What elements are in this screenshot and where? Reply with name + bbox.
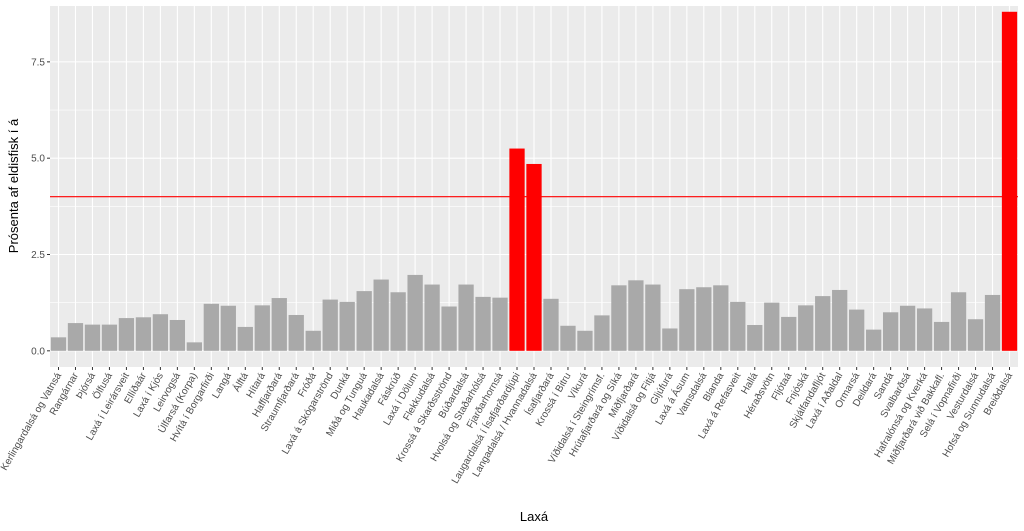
bars bbox=[50, 11, 1018, 351]
bar bbox=[101, 324, 118, 351]
bar bbox=[798, 305, 814, 351]
y-tick-label: 5.0 bbox=[31, 154, 45, 165]
bar bbox=[815, 296, 831, 351]
bar bbox=[203, 303, 219, 351]
bar bbox=[560, 325, 576, 351]
bar bbox=[916, 308, 933, 351]
bar bbox=[254, 305, 270, 351]
bar bbox=[271, 298, 287, 351]
bar bbox=[441, 306, 457, 351]
bar bbox=[950, 292, 967, 351]
bar bbox=[118, 318, 135, 351]
bar bbox=[882, 312, 899, 351]
bar bbox=[832, 289, 848, 351]
bar bbox=[50, 337, 67, 351]
y-axis-title: Prósenta af eldisfisk í á bbox=[6, 118, 21, 253]
bar bbox=[866, 329, 882, 351]
bar bbox=[492, 297, 508, 351]
bar bbox=[933, 321, 950, 351]
bar bbox=[713, 285, 729, 351]
bar bbox=[424, 284, 440, 351]
x-tick-label: Kerlingardalsá og Vatnsá bbox=[0, 371, 64, 473]
bar bbox=[1001, 11, 1018, 351]
x-axis-ticks: Kerlingardalsá og VatnsáRangárnarÞjórsáÖ… bbox=[0, 367, 1015, 486]
bar bbox=[186, 342, 202, 351]
bar bbox=[730, 301, 746, 351]
bar bbox=[135, 317, 152, 351]
bar bbox=[458, 284, 474, 351]
y-tick-label: 7.5 bbox=[31, 57, 45, 68]
bar bbox=[305, 330, 321, 351]
bar bbox=[696, 287, 712, 351]
bar bbox=[764, 302, 780, 351]
bar bbox=[288, 314, 304, 351]
bar bbox=[339, 301, 355, 351]
bar bbox=[356, 291, 372, 351]
bar bbox=[390, 292, 406, 351]
bar bbox=[747, 325, 763, 351]
y-tick-label: 0.0 bbox=[31, 346, 45, 357]
bar bbox=[169, 319, 186, 351]
bar bbox=[679, 289, 695, 351]
bar bbox=[577, 330, 593, 351]
bar bbox=[526, 163, 542, 351]
bar bbox=[984, 294, 1001, 351]
bar bbox=[849, 309, 865, 351]
x-axis-title: Laxá bbox=[520, 509, 549, 524]
bar bbox=[84, 324, 101, 351]
bar bbox=[594, 315, 610, 351]
bar bbox=[645, 284, 661, 351]
bar bbox=[152, 314, 169, 351]
bar bbox=[322, 299, 338, 351]
bar bbox=[628, 280, 644, 351]
y-axis-ticks: 0.0 2.5 5.0 7.5 bbox=[31, 57, 50, 357]
bar bbox=[662, 328, 678, 351]
y-tick-label: 2.5 bbox=[31, 250, 45, 261]
bar bbox=[509, 148, 525, 351]
bar bbox=[543, 298, 559, 351]
bar bbox=[407, 274, 423, 351]
bar bbox=[237, 326, 253, 351]
bar bbox=[967, 319, 984, 351]
bar bbox=[67, 323, 84, 351]
bar bbox=[220, 305, 236, 351]
bar bbox=[781, 316, 797, 351]
bar bbox=[373, 279, 389, 351]
bar bbox=[475, 296, 491, 351]
bar bbox=[611, 285, 627, 351]
bar bbox=[899, 305, 916, 351]
